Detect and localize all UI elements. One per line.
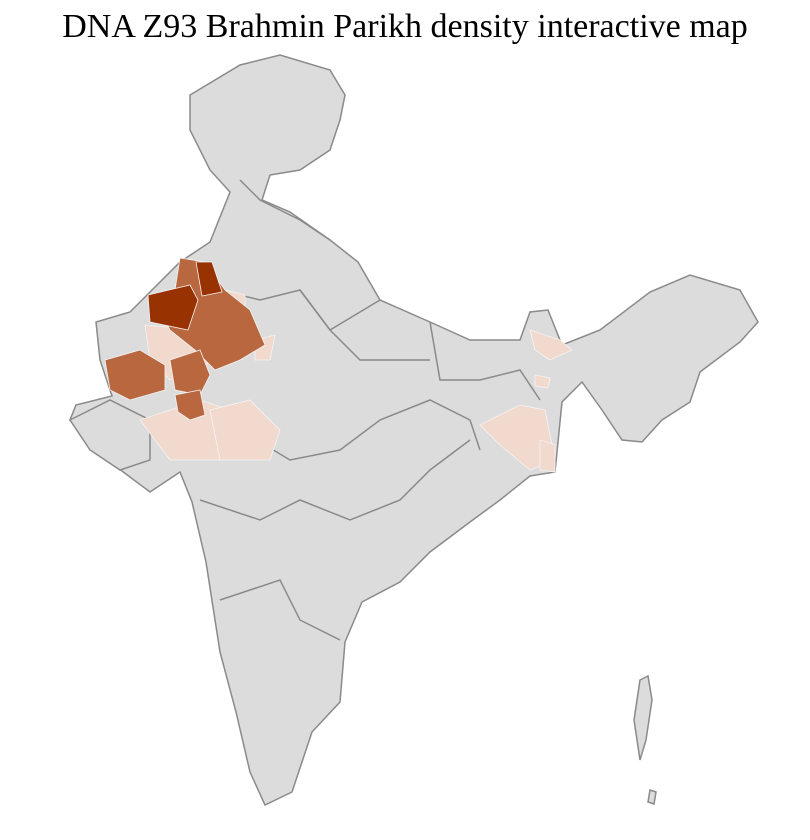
district-medium-density[interactable]	[169, 349, 211, 396]
andaman-island[interactable]	[633, 674, 653, 761]
kutch-region[interactable]	[68, 399, 151, 471]
district-high-density[interactable]	[195, 261, 223, 297]
district-low-density[interactable]	[534, 374, 551, 389]
district-low-density[interactable]	[539, 439, 556, 473]
district-density-regions[interactable]	[104, 257, 573, 473]
district-low-density[interactable]	[529, 329, 573, 361]
nicobar-island[interactable]	[647, 789, 657, 805]
map-title: DNA Z93 Brahmin Parikh density interacti…	[62, 8, 748, 45]
district-medium-density[interactable]	[174, 389, 206, 421]
district-high-density[interactable]	[147, 284, 199, 331]
district-medium-density[interactable]	[104, 349, 166, 401]
district-low-density[interactable]	[209, 399, 281, 461]
state-borders	[149, 179, 541, 641]
